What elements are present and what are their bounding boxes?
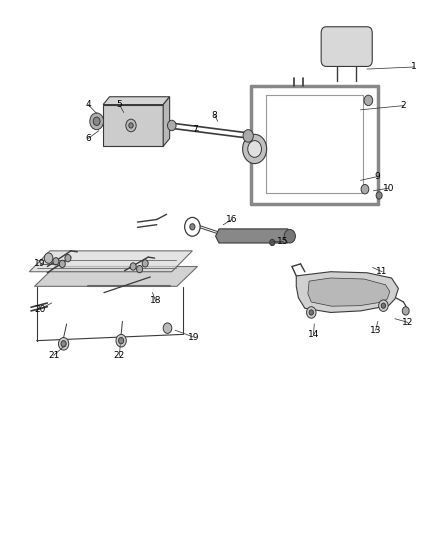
- Text: 8: 8: [212, 110, 218, 119]
- Text: 21: 21: [48, 351, 60, 360]
- Polygon shape: [103, 97, 170, 104]
- Circle shape: [163, 323, 172, 333]
- Text: 2: 2: [401, 101, 406, 110]
- Polygon shape: [103, 104, 163, 147]
- Text: 20: 20: [34, 305, 45, 314]
- Circle shape: [58, 337, 69, 350]
- Text: 1: 1: [411, 62, 417, 71]
- Polygon shape: [308, 278, 390, 306]
- Circle shape: [65, 254, 71, 262]
- Circle shape: [379, 300, 388, 311]
- Circle shape: [270, 239, 275, 246]
- Circle shape: [361, 184, 369, 194]
- Text: 22: 22: [114, 351, 125, 360]
- Circle shape: [61, 341, 66, 347]
- Circle shape: [44, 253, 53, 263]
- Polygon shape: [29, 251, 192, 272]
- Text: 11: 11: [376, 267, 388, 276]
- Circle shape: [116, 334, 126, 347]
- Circle shape: [190, 224, 195, 230]
- Polygon shape: [296, 272, 399, 312]
- Text: 16: 16: [226, 215, 238, 224]
- Text: 5: 5: [117, 100, 122, 109]
- Circle shape: [167, 120, 176, 131]
- Text: 6: 6: [85, 134, 91, 143]
- Text: 14: 14: [308, 330, 319, 339]
- Circle shape: [307, 306, 316, 318]
- FancyBboxPatch shape: [321, 27, 372, 67]
- Circle shape: [142, 260, 148, 267]
- Circle shape: [402, 306, 409, 315]
- Text: 7: 7: [193, 125, 198, 134]
- Text: 15: 15: [277, 237, 288, 246]
- Circle shape: [90, 113, 103, 130]
- Circle shape: [129, 123, 133, 128]
- Circle shape: [284, 229, 295, 243]
- Polygon shape: [35, 266, 198, 286]
- Circle shape: [381, 303, 385, 308]
- Text: 19: 19: [34, 260, 45, 269]
- Circle shape: [53, 257, 59, 265]
- Circle shape: [248, 141, 261, 157]
- Polygon shape: [163, 97, 170, 147]
- Text: 12: 12: [402, 318, 413, 327]
- Circle shape: [243, 130, 253, 142]
- Circle shape: [309, 310, 314, 315]
- Circle shape: [59, 260, 65, 268]
- Text: 10: 10: [383, 184, 394, 192]
- Circle shape: [243, 134, 267, 164]
- Circle shape: [126, 119, 136, 132]
- Circle shape: [137, 265, 143, 273]
- Circle shape: [185, 217, 200, 236]
- Text: 18: 18: [150, 296, 161, 305]
- Text: 4: 4: [85, 100, 91, 109]
- Text: 19: 19: [187, 333, 199, 342]
- Polygon shape: [215, 229, 291, 243]
- Circle shape: [119, 337, 124, 344]
- Circle shape: [376, 192, 382, 199]
- Text: 9: 9: [374, 172, 380, 181]
- Circle shape: [93, 117, 100, 125]
- Circle shape: [364, 95, 373, 106]
- Circle shape: [130, 263, 136, 270]
- Text: 13: 13: [370, 326, 381, 335]
